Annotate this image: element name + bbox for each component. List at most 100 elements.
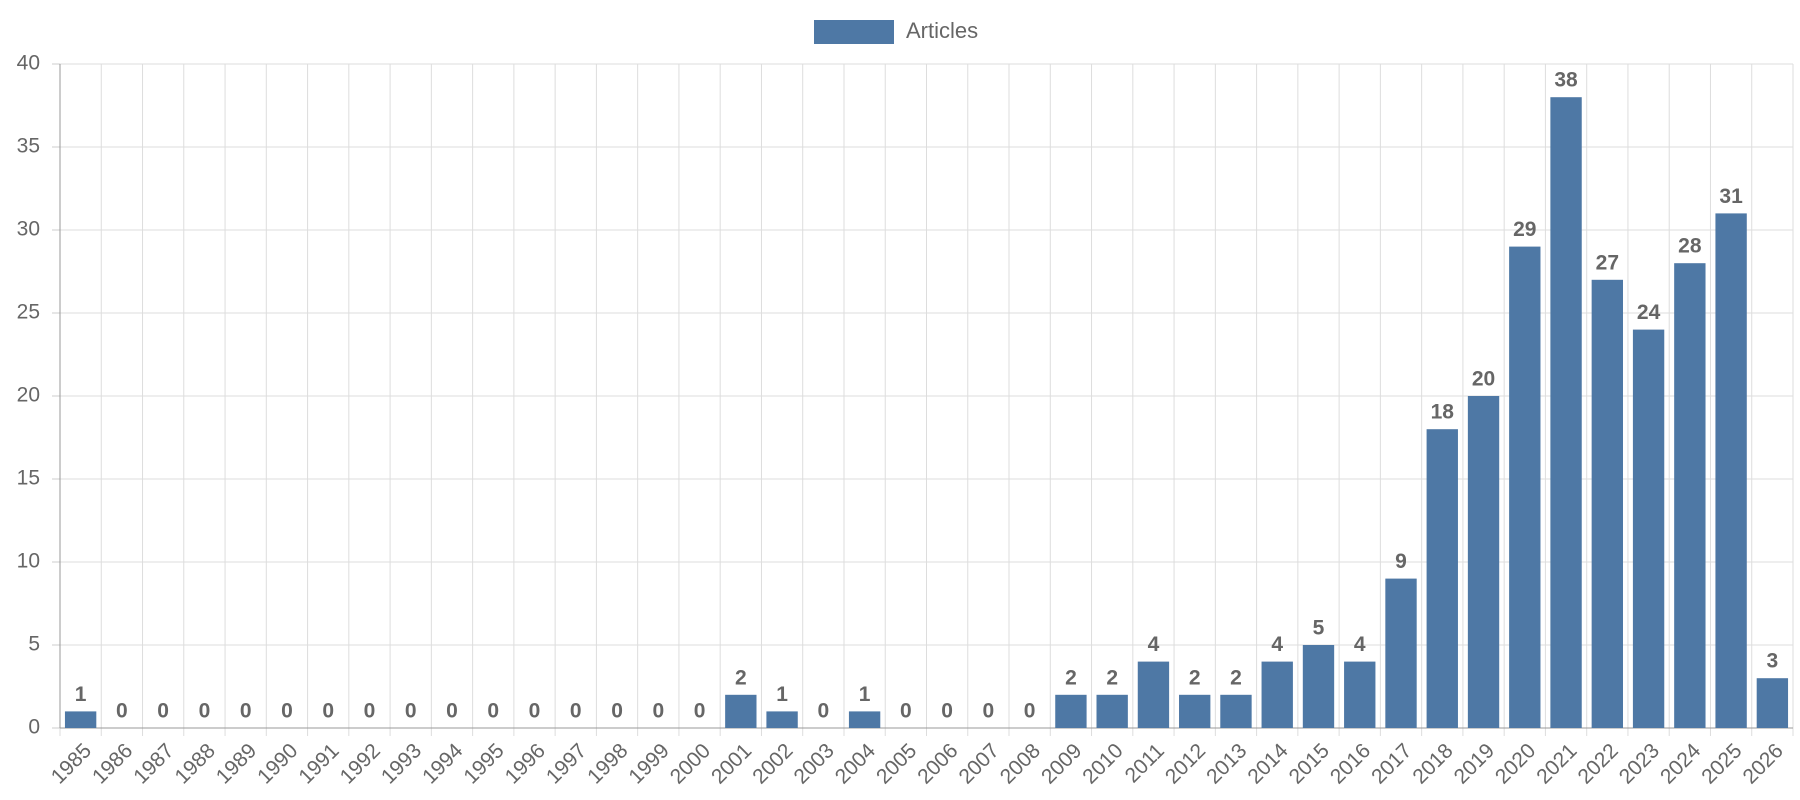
x-tick-label: 1992 xyxy=(336,739,385,788)
value-label: 38 xyxy=(1554,69,1578,92)
bar xyxy=(1137,661,1170,728)
x-tick-label: 2026 xyxy=(1739,739,1788,788)
value-label: 0 xyxy=(652,700,664,723)
value-label: 0 xyxy=(941,700,953,723)
bar xyxy=(1632,329,1665,728)
bar xyxy=(1220,694,1252,728)
bar xyxy=(1509,246,1541,728)
bar xyxy=(1426,429,1458,728)
value-label: 2 xyxy=(735,666,747,689)
x-tick-label: 2009 xyxy=(1037,739,1086,788)
x-tick-label: 2021 xyxy=(1532,739,1581,788)
bar xyxy=(1550,97,1582,728)
x-tick-label: 2007 xyxy=(955,739,1004,788)
value-label: 2 xyxy=(1230,666,1242,689)
x-tick-label: 2022 xyxy=(1573,739,1622,788)
x-tick-label: 2006 xyxy=(913,739,962,788)
x-tick-label: 2003 xyxy=(790,739,839,788)
value-label: 0 xyxy=(240,700,252,723)
x-tick-label: 2012 xyxy=(1161,739,1210,788)
bar xyxy=(1302,645,1335,728)
value-label: 20 xyxy=(1472,368,1495,391)
value-label: 0 xyxy=(364,700,376,723)
y-tick-label: 40 xyxy=(17,52,40,75)
bar xyxy=(1467,396,1500,728)
bar xyxy=(1756,678,1789,728)
value-label: 4 xyxy=(1148,633,1160,656)
x-tick-label: 2002 xyxy=(748,739,797,788)
bar xyxy=(1344,661,1376,728)
value-label: 1 xyxy=(776,683,788,706)
value-label: 0 xyxy=(1024,700,1036,723)
x-tick-label: 1989 xyxy=(212,739,261,788)
bar xyxy=(1261,661,1293,728)
y-tick-label: 20 xyxy=(17,384,40,407)
bar xyxy=(1674,263,1706,728)
x-tick-label: 1988 xyxy=(171,739,220,788)
x-tick-label: 2008 xyxy=(996,739,1045,788)
y-tick-label: 5 xyxy=(28,633,40,656)
x-tick-label: 2017 xyxy=(1367,739,1416,788)
value-label: 2 xyxy=(1189,666,1201,689)
value-label: 0 xyxy=(529,700,541,723)
legend-swatch xyxy=(814,20,894,44)
x-tick-label: 1991 xyxy=(294,739,343,788)
y-tick-label: 0 xyxy=(28,716,40,739)
x-tick-label: 1987 xyxy=(129,739,178,788)
y-tick-label: 25 xyxy=(17,301,40,324)
x-tick-label: 2018 xyxy=(1408,739,1457,788)
x-tick-label: 2016 xyxy=(1326,739,1375,788)
x-tick-label: 2000 xyxy=(666,739,715,788)
value-label: 0 xyxy=(322,700,334,723)
y-tick-label: 35 xyxy=(17,135,40,158)
x-tick-label: 2020 xyxy=(1491,739,1540,788)
x-tick-label: 2004 xyxy=(831,739,881,789)
value-label: 18 xyxy=(1431,401,1455,424)
x-tick-label: 2015 xyxy=(1285,739,1334,788)
x-tick-label: 2025 xyxy=(1697,739,1746,788)
bar xyxy=(1179,694,1211,728)
value-label: 2 xyxy=(1065,666,1077,689)
bar xyxy=(1715,213,1747,728)
value-label: 5 xyxy=(1313,617,1325,640)
value-label: 0 xyxy=(611,700,623,723)
value-label: 28 xyxy=(1678,235,1702,258)
value-label: 0 xyxy=(405,700,417,723)
x-tick-label: 1999 xyxy=(624,739,673,788)
x-tick-label: 1998 xyxy=(583,739,632,788)
bar xyxy=(1096,694,1128,728)
x-tick-label: 1993 xyxy=(377,739,426,788)
x-tick-label: 2010 xyxy=(1078,739,1127,788)
value-label: 27 xyxy=(1596,251,1619,274)
value-label: 31 xyxy=(1719,185,1743,208)
value-label: 3 xyxy=(1767,650,1779,673)
x-tick-label: 1990 xyxy=(253,739,302,788)
value-label: 0 xyxy=(818,700,830,723)
y-tick-label: 10 xyxy=(17,550,40,573)
value-label: 29 xyxy=(1513,218,1536,241)
bar xyxy=(1591,279,1624,728)
x-tick-label: 2001 xyxy=(707,739,756,788)
value-label: 0 xyxy=(157,700,169,723)
value-label: 0 xyxy=(570,700,582,723)
x-tick-label: 2024 xyxy=(1656,739,1706,789)
x-tick-label: 2013 xyxy=(1202,739,1251,788)
value-label: 0 xyxy=(694,700,706,723)
x-tick-label: 1994 xyxy=(418,739,468,789)
value-label: 9 xyxy=(1395,550,1407,573)
bar xyxy=(725,694,757,728)
x-tick-label: 1996 xyxy=(501,739,550,788)
x-tick-label: 2005 xyxy=(872,739,921,788)
value-label: 0 xyxy=(900,700,912,723)
bar xyxy=(1385,578,1417,728)
value-label: 0 xyxy=(487,700,499,723)
legend-label: Articles xyxy=(906,18,978,43)
value-label: 1 xyxy=(75,683,87,706)
x-tick-label: 1985 xyxy=(47,739,96,788)
x-tick-label: 1997 xyxy=(542,739,591,788)
x-tick-label: 2019 xyxy=(1450,739,1499,788)
value-label: 0 xyxy=(446,700,458,723)
value-label: 0 xyxy=(983,700,995,723)
